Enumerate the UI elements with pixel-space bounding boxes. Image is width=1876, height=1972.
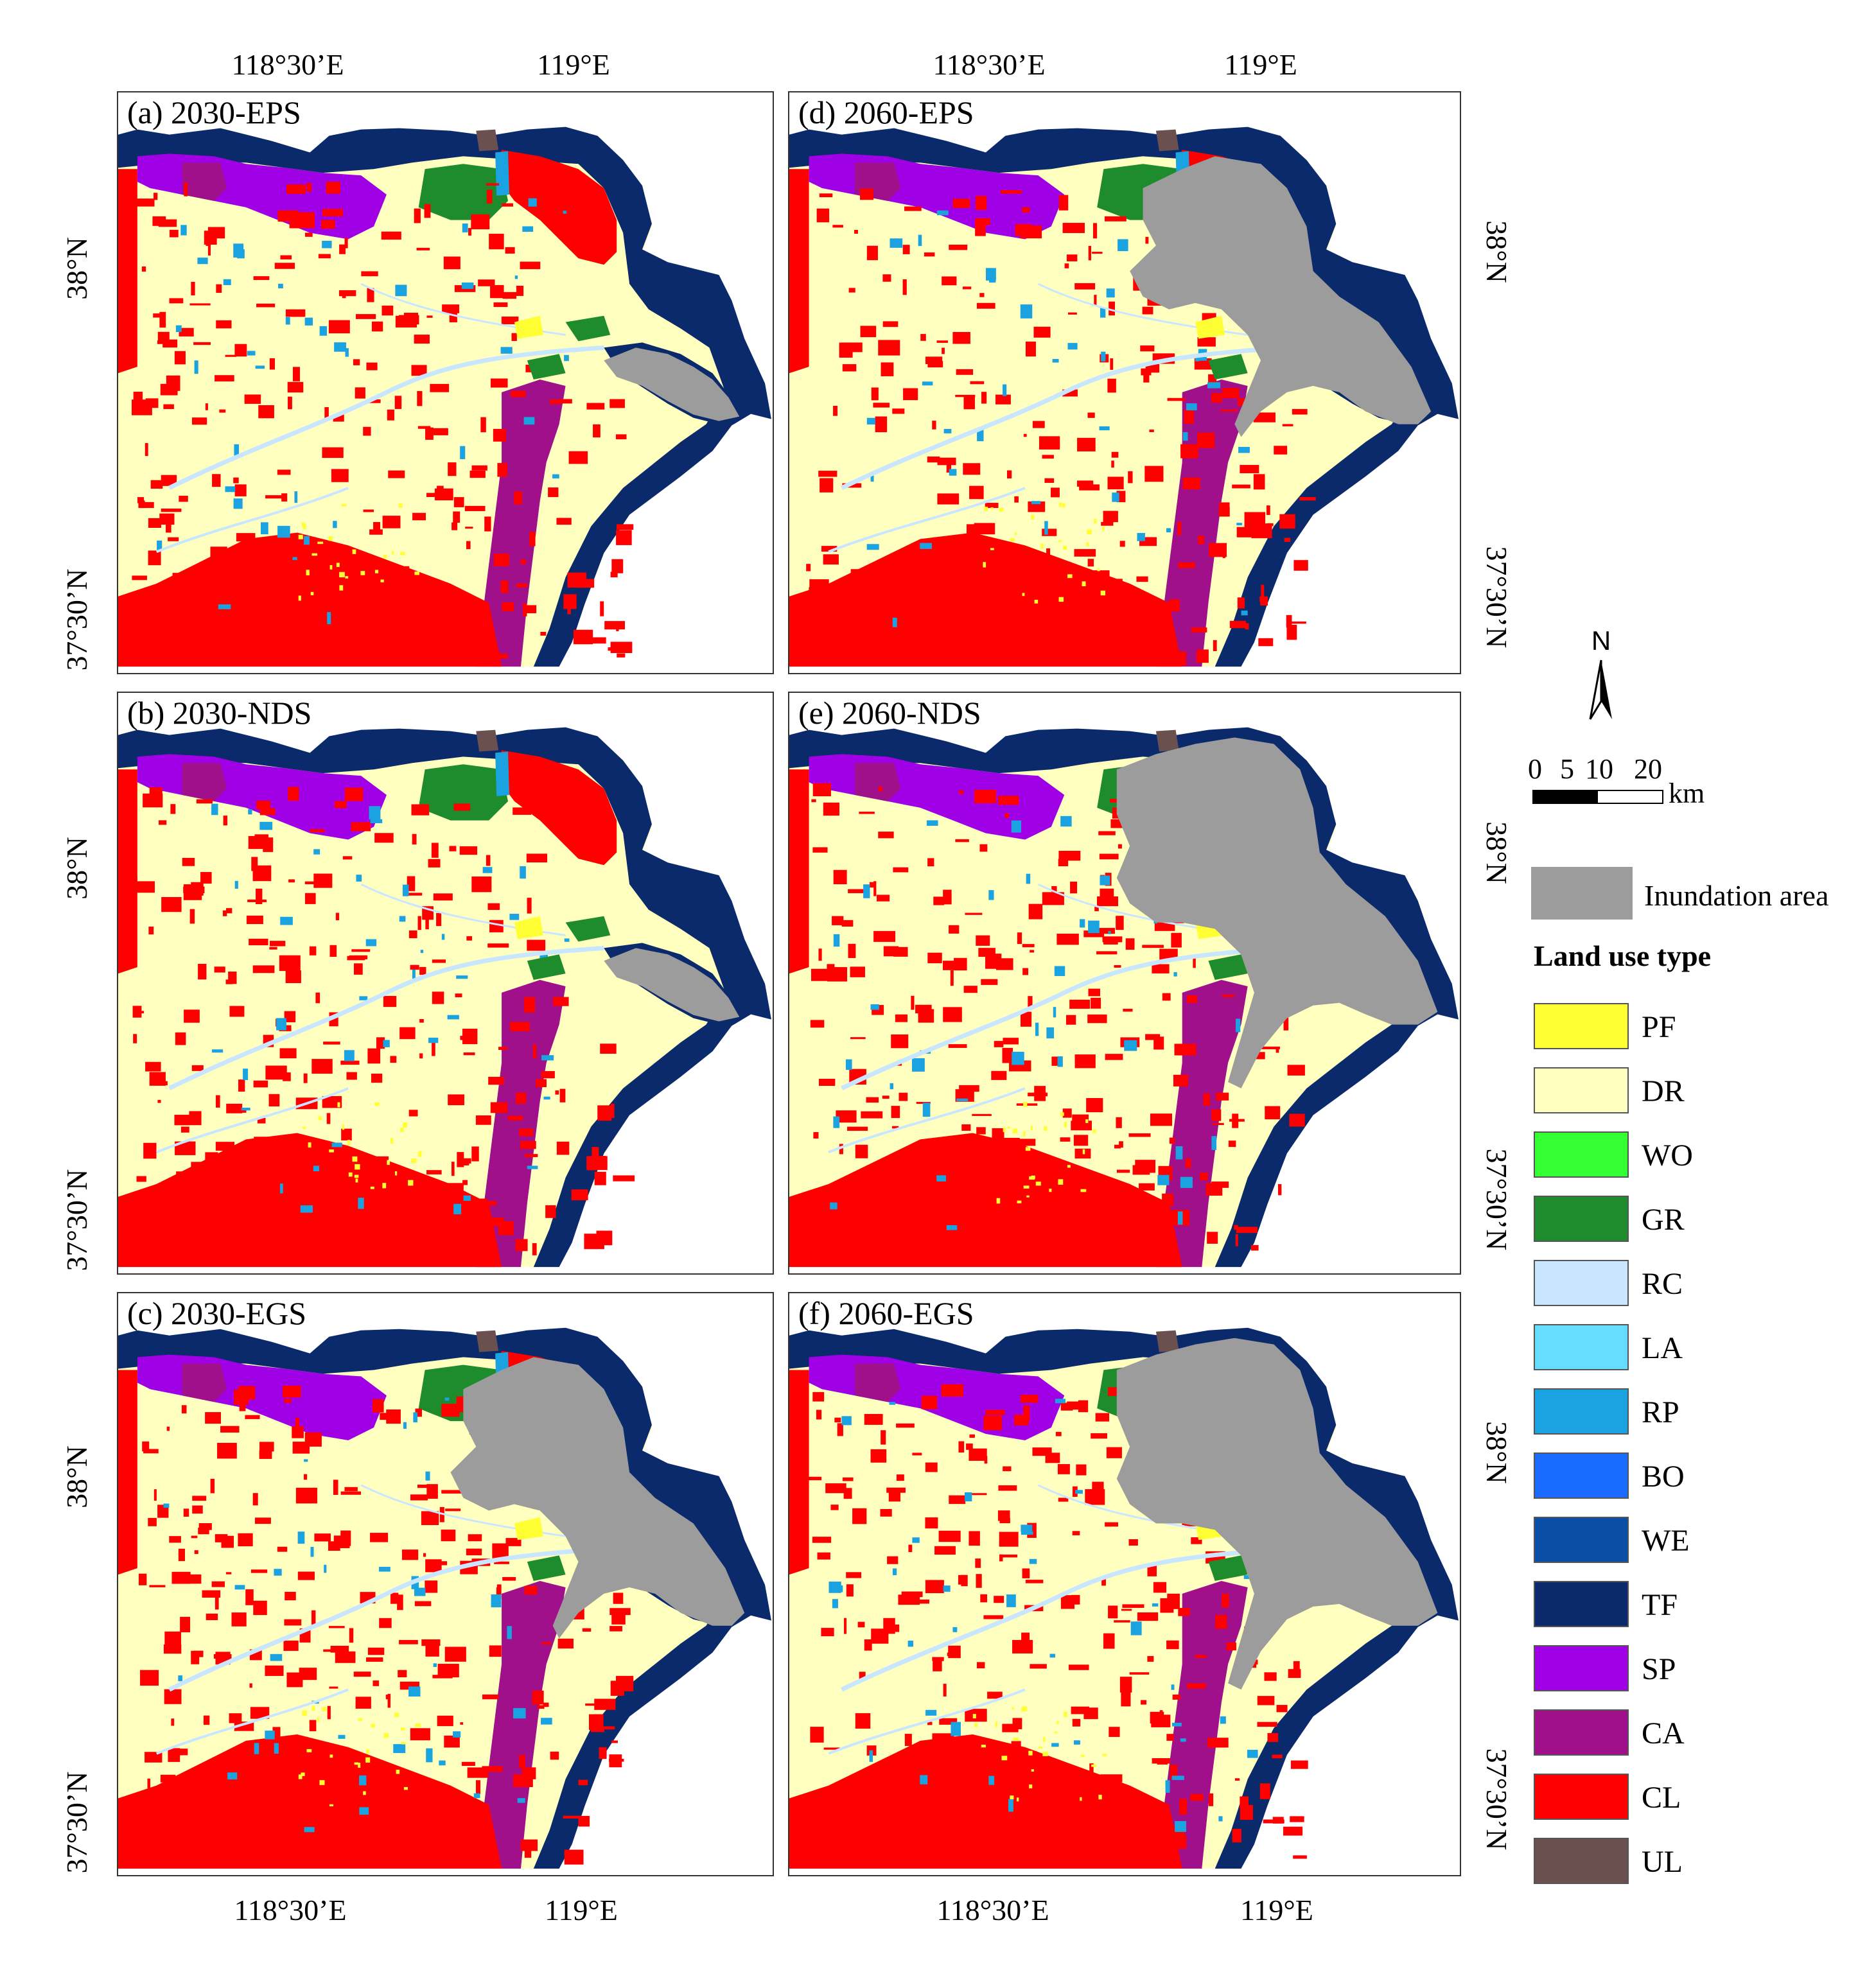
scale-tick: 0 <box>1528 753 1542 785</box>
legend-swatch <box>1534 1838 1629 1884</box>
inundation-label: Inundation area <box>1644 879 1829 912</box>
legend-swatch <box>1534 1131 1629 1178</box>
land-use-map-svg <box>789 127 1459 667</box>
legend-swatch <box>1534 1453 1629 1499</box>
legend-swatch <box>1534 1324 1629 1370</box>
lon-label-bottom: 118°30’E <box>234 1894 347 1926</box>
north-arrow: N <box>1572 625 1630 726</box>
legend-code: WE <box>1642 1524 1690 1558</box>
panel-label: (c) 2030-EGS <box>127 1295 307 1331</box>
legend-swatch <box>1534 1517 1629 1563</box>
legend-code: LA <box>1642 1331 1683 1365</box>
legend-title: Land use type <box>1534 939 1712 972</box>
legend-code: RC <box>1642 1267 1683 1301</box>
legend-code: RP <box>1642 1395 1679 1429</box>
scale-tick: 20 <box>1634 753 1662 785</box>
lat-label-right: 37°30’N <box>1480 1748 1513 1851</box>
map-panel-f: (f) 2060-EGS <box>788 1292 1461 1876</box>
lat-label-left: 38°N <box>60 1445 93 1508</box>
map-panel-c: (c) 2030-EGS <box>117 1292 774 1876</box>
lat-label-left: 37°30’N <box>60 1771 93 1874</box>
legend-swatch <box>1534 1645 1629 1691</box>
scale-tick: 10 <box>1585 753 1613 785</box>
lat-label-left: 37°30’N <box>60 568 93 671</box>
scale-unit: km <box>1669 778 1705 809</box>
land-use-map-svg <box>118 727 772 1268</box>
legend-code: BO <box>1642 1460 1685 1494</box>
lon-label-top: 118°30’E <box>933 48 1046 81</box>
panel-label: (f) 2060-EGS <box>798 1295 974 1331</box>
scale-bar: 0 5 10 20 km <box>1528 753 1725 809</box>
legend-swatch <box>1534 1581 1629 1627</box>
lat-label-left: 38°N <box>60 237 93 300</box>
legend-swatch <box>1534 1196 1629 1242</box>
lon-label-top: 119°E <box>1224 48 1297 81</box>
legend-swatch <box>1534 1260 1629 1306</box>
lon-label-top: 118°30’E <box>231 48 344 81</box>
land-use-map-svg <box>118 1327 772 1869</box>
map-panel-a: (a) 2030-EPS <box>117 91 774 674</box>
panel-label: (e) 2060-NDS <box>798 695 981 731</box>
legend-code: DR <box>1642 1074 1685 1108</box>
panel-label: (a) 2030-EPS <box>127 94 301 130</box>
legend-code: CA <box>1642 1716 1685 1750</box>
legend-code: CL <box>1642 1781 1681 1815</box>
legend-code: SP <box>1642 1652 1676 1686</box>
lat-label-left: 37°30’N <box>60 1169 93 1271</box>
map-panel-d: (d) 2060-EPS <box>788 91 1461 674</box>
legend-swatch <box>1534 1709 1629 1756</box>
lon-label-top: 119°E <box>537 48 610 81</box>
legend-swatch <box>1534 1774 1629 1820</box>
panel-label: (b) 2030-NDS <box>127 695 312 731</box>
map-panel-e: (e) 2060-NDS <box>788 692 1461 1275</box>
scale-segment-white <box>1597 790 1663 804</box>
north-letter: N <box>1591 625 1611 656</box>
land-use-map-svg <box>118 127 772 667</box>
legend-code: PF <box>1642 1010 1676 1044</box>
lat-label-right: 38°N <box>1480 220 1513 283</box>
scale-tick: 5 <box>1560 753 1574 785</box>
scale-segment-black <box>1532 790 1598 804</box>
lat-label-right: 38°N <box>1480 1421 1513 1484</box>
legend-swatch <box>1534 1388 1629 1435</box>
north-arrow-icon <box>1589 659 1612 720</box>
legend-code: GR <box>1642 1203 1685 1237</box>
lat-label-left: 38°N <box>60 837 93 900</box>
legend-code: UL <box>1642 1845 1683 1879</box>
lon-label-bottom: 119°E <box>1240 1894 1313 1926</box>
lat-label-right: 37°30’N <box>1480 1148 1513 1251</box>
lon-label-bottom: 119°E <box>545 1894 618 1926</box>
panel-label: (d) 2060-EPS <box>798 94 974 130</box>
land-use-map-svg <box>789 1327 1459 1869</box>
map-panel-b: (b) 2030-NDS <box>117 692 774 1275</box>
legend-code: WO <box>1642 1139 1693 1173</box>
lat-label-right: 37°30’N <box>1480 546 1513 649</box>
legend-swatch <box>1534 1003 1629 1049</box>
legend-swatch <box>1534 1067 1629 1113</box>
lon-label-bottom: 118°30’E <box>936 1894 1049 1926</box>
legend-code: TF <box>1642 1588 1678 1622</box>
land-use-map-svg <box>789 727 1459 1268</box>
inundation-swatch <box>1531 867 1633 920</box>
lat-label-right: 38°N <box>1480 821 1513 884</box>
